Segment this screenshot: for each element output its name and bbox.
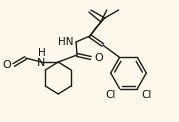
Text: Cl: Cl — [105, 90, 116, 100]
Text: O: O — [95, 53, 104, 63]
Text: Cl: Cl — [141, 90, 152, 100]
Text: HN: HN — [58, 37, 73, 47]
Text: N: N — [37, 58, 46, 68]
Text: O: O — [2, 60, 11, 70]
Text: H: H — [38, 48, 45, 58]
